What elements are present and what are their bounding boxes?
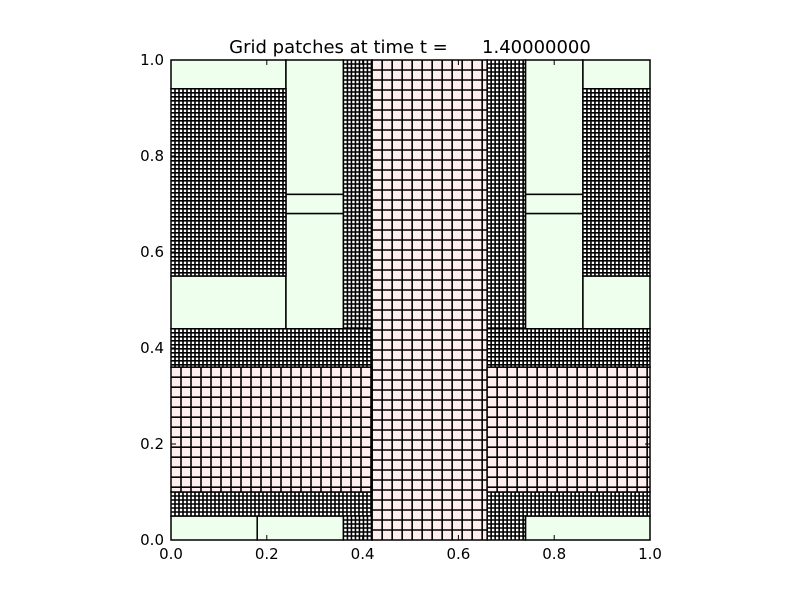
grid-patch-19 <box>486 328 651 368</box>
grid-patch-6 <box>524 59 584 196</box>
grid-patch-24 <box>371 59 488 541</box>
chart-title: Grid patches at time t = 1.40000000 <box>229 37 591 58</box>
x-tick-label: 0.0 <box>159 545 183 563</box>
grid-patch-21 <box>486 491 651 517</box>
grid-patch-15 <box>582 88 651 277</box>
patch-layer <box>170 59 651 541</box>
y-tick-label: 0.4 <box>140 339 164 357</box>
grid-patch-23 <box>486 515 527 541</box>
grid-patch-11 <box>170 515 258 541</box>
y-tick-label: 0.0 <box>140 531 164 549</box>
plot-frame <box>170 59 651 541</box>
grid-patch-17 <box>486 59 527 330</box>
grid-patch-8 <box>524 212 584 330</box>
grid-patch-26 <box>486 366 651 493</box>
y-tick-label: 0.2 <box>140 435 164 453</box>
x-tick-label: 0.6 <box>446 545 470 563</box>
y-tick-label: 0.6 <box>140 243 164 261</box>
grid-patch-9 <box>582 59 651 90</box>
x-tick-label: 1.0 <box>638 545 662 563</box>
grid-patch-3 <box>285 59 345 196</box>
grid-patch-25 <box>170 366 373 493</box>
grid-patch-7 <box>524 193 584 215</box>
grid-patch-13 <box>524 515 651 541</box>
x-tick-label: 0.4 <box>351 545 375 563</box>
grid-patch-16 <box>342 59 373 330</box>
y-tick-label: 0.8 <box>140 147 164 165</box>
grid-patch-12 <box>256 515 345 541</box>
x-tick-label: 0.8 <box>542 545 566 563</box>
grid-patch-10 <box>582 275 651 330</box>
grid-patch-20 <box>170 491 373 517</box>
x-tick-label: 0.2 <box>255 545 279 563</box>
grid-patch-14 <box>170 88 287 277</box>
grid-patch-22 <box>342 515 373 541</box>
grid-patch-2 <box>170 275 287 330</box>
grid-patch-18 <box>170 328 373 368</box>
grid-patch-1 <box>170 59 287 90</box>
tick-layer: 0.0 0.2 0.4 0.6 0.8 1.0 0.0 0.2 0.4 0.6 0.8 1.0 <box>140 51 662 563</box>
grid-patch-4 <box>285 193 345 215</box>
grid-patch-5 <box>285 212 345 330</box>
y-tick-label: 1.0 <box>140 51 164 69</box>
